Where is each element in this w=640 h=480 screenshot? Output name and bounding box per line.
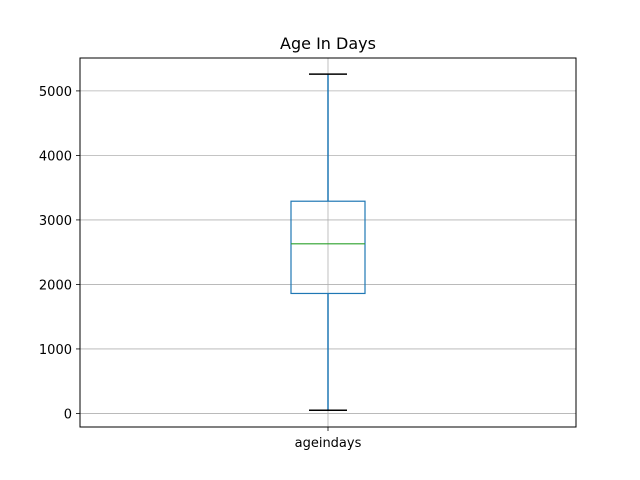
y-tick-label: 3000 bbox=[39, 214, 72, 229]
y-tick-label: 2000 bbox=[39, 278, 72, 293]
y-tick-label: 1000 bbox=[39, 343, 72, 358]
x-axis: ageindays bbox=[295, 427, 362, 451]
y-axis: 0 1000 2000 3000 4000 5000 bbox=[39, 85, 80, 422]
plot-area bbox=[290, 73, 366, 411]
x-tick-label: ageindays bbox=[295, 436, 362, 451]
chart-title: Age In Days bbox=[280, 34, 376, 53]
box-iqr bbox=[290, 200, 366, 295]
y-tick-label: 0 bbox=[64, 407, 72, 422]
y-tick-label: 4000 bbox=[39, 149, 72, 164]
y-tick-label: 5000 bbox=[39, 85, 72, 100]
